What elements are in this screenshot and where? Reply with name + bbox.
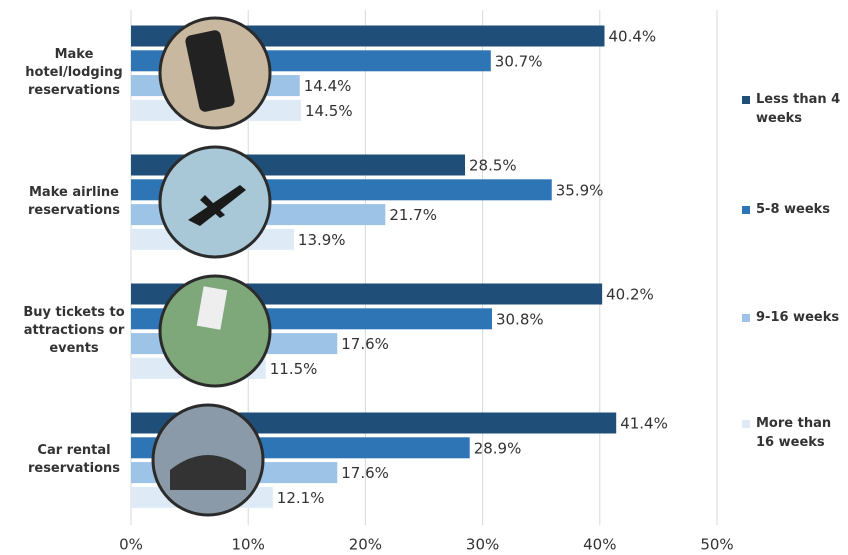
value-label: 41.4% — [620, 415, 668, 433]
category-label: Make hotel/lodging reservations — [25, 47, 123, 99]
legend-label: More than 16 weeks — [756, 416, 832, 450]
legend-swatch — [742, 206, 750, 214]
value-label: 28.9% — [474, 439, 522, 457]
value-label: 11.5% — [270, 360, 318, 378]
value-label: 13.9% — [298, 231, 346, 249]
legend-swatch — [742, 420, 750, 428]
icon-tickets-shape — [196, 286, 228, 330]
category-label: Buy tickets to attractions or events — [23, 305, 125, 357]
value-label: 14.4% — [304, 77, 352, 95]
x-tick-label: 30% — [466, 536, 499, 554]
value-label: 17.6% — [341, 464, 389, 482]
value-label: 40.2% — [606, 286, 654, 304]
value-label: 21.7% — [389, 206, 437, 224]
legend-label: Less than 4 weeks — [756, 92, 841, 126]
category-label: Make airline reservations — [27, 185, 121, 219]
legend-label: 9-16 weeks — [756, 310, 840, 325]
value-label: 17.6% — [341, 335, 389, 353]
legend-swatch — [742, 314, 750, 322]
legend-label: 5-8 weeks — [756, 202, 831, 217]
x-tick-label: 50% — [700, 536, 733, 554]
value-label: 12.1% — [277, 489, 325, 507]
x-tick-label: 40% — [583, 536, 616, 554]
icon-plane-shape — [188, 185, 246, 226]
value-label: 30.7% — [495, 52, 543, 70]
value-label: 35.9% — [556, 181, 604, 199]
value-label: 28.5% — [469, 157, 517, 175]
legend-swatch — [742, 96, 750, 104]
value-label: 30.8% — [496, 310, 544, 328]
icon-car-shape — [170, 455, 246, 490]
x-tick-label: 10% — [232, 536, 265, 554]
x-tick-label: 20% — [349, 536, 382, 554]
value-label: 40.4% — [608, 28, 656, 46]
icons — [151, 16, 272, 517]
x-tick-label: 0% — [119, 536, 143, 554]
category-label: Car rental reservations — [27, 443, 121, 477]
icon-phone-shape — [185, 30, 235, 112]
value-labels: 0% 10% 20% 30% 40% 50% 40.4% 30.7% 14.4% 14.5% 28.… — [119, 28, 734, 554]
value-label: 14.5% — [305, 102, 353, 120]
icon-tickets — [158, 274, 272, 388]
